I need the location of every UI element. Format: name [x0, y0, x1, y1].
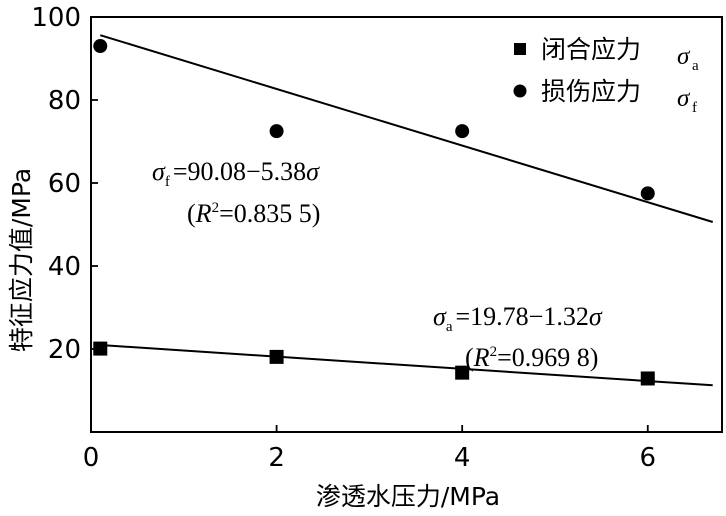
equation-damage-r2: (R2=0.835 5) [187, 199, 320, 228]
legend-symbol-damage: σ [677, 85, 691, 112]
fit-line-closure [100, 344, 713, 387]
y-tick-label: 40 [48, 252, 81, 282]
data-point-closure [269, 349, 284, 364]
data-point-damage [269, 124, 284, 139]
plot-axes [90, 16, 723, 433]
x-axis-label: 渗透水压力/MPa [316, 482, 500, 511]
fit-lines [99, 34, 714, 387]
data-point-closure [640, 371, 655, 386]
legend-label-damage: 损伤应力 [541, 77, 641, 106]
y-tick-label: 100 [31, 3, 81, 33]
data-point-closure [455, 365, 470, 380]
equation-closure-main: σa =19.78−1.32σ [433, 302, 603, 335]
legend-circle-marker [513, 84, 527, 98]
legend-square-marker [514, 43, 526, 55]
equation-closure: σa =19.78−1.32σ (R2=0.969 8) [433, 302, 603, 372]
equation-damage-main: σf =90.08−5.38σ [152, 157, 320, 190]
x-tick-label: 4 [454, 443, 471, 473]
legend-label-closure: 闭合应力 [541, 35, 641, 64]
data-point-closure [93, 341, 108, 356]
data-point-damage [455, 124, 470, 139]
x-tick-label: 0 [83, 443, 100, 473]
legend-subscript-damage: f [692, 100, 697, 116]
fit-line-damage [99, 34, 714, 223]
y-tick-label: 20 [48, 335, 81, 365]
plot-frame [90, 16, 723, 433]
y-axis-label: 特征应力值/MPa [7, 168, 36, 352]
x-tick-label: 6 [639, 443, 656, 473]
axis-ticks: 0 2 4 6 20 40 60 80 100 [31, 3, 656, 473]
data-point-damage [640, 186, 655, 201]
data-points [93, 39, 655, 386]
equation-damage: σf =90.08−5.38σ (R2=0.835 5) [152, 157, 320, 228]
x-tick-label: 2 [268, 443, 285, 473]
legend-symbol-closure: σ [677, 43, 691, 70]
legend: 闭合应力 σ a 损伤应力 σ f [513, 35, 699, 116]
legend-subscript-closure: a [692, 58, 699, 74]
equation-closure-r2: (R2=0.969 8) [465, 343, 598, 372]
y-tick-label: 80 [48, 86, 81, 116]
y-tick-label: 60 [48, 169, 81, 199]
data-point-damage [93, 39, 108, 54]
